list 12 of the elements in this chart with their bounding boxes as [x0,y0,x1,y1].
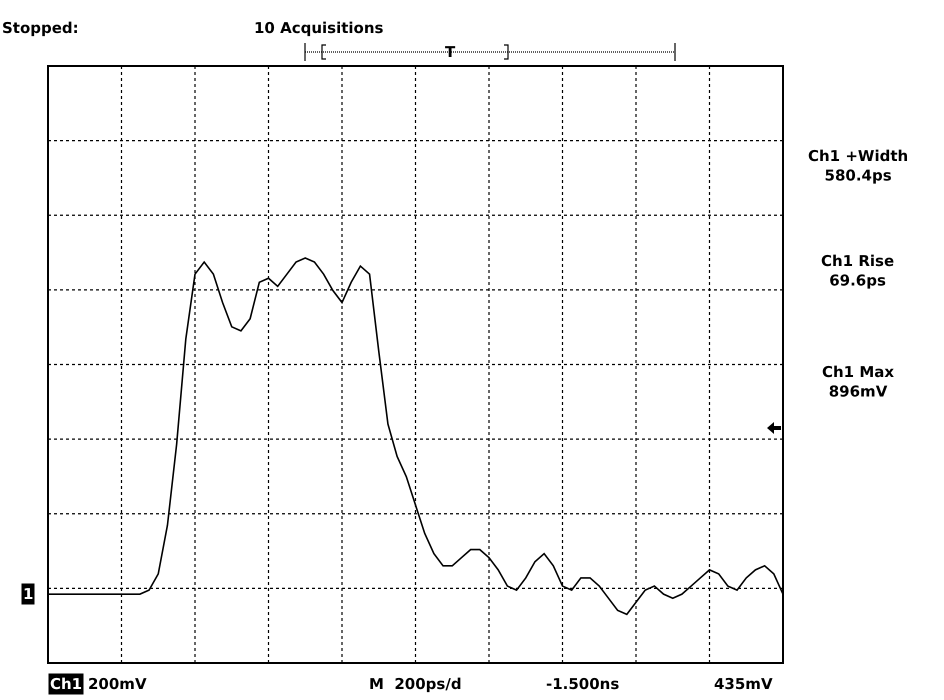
text: 10 Acquisitions [254,19,384,37]
text: M 200ps/d [369,675,462,693]
text: 200mV [88,675,147,693]
text: 435mV [714,675,773,693]
text: Ch1 Max 896mV [822,363,894,400]
text: Ch1 +Width 580.4ps [808,147,908,184]
text: T [445,43,456,61]
text: -1.500ns [546,675,620,693]
text: Ch1 [50,675,82,693]
text: Ch1 Rise 69.6ps [821,252,894,290]
text: Stopped: [2,19,79,37]
text: 1 [23,585,34,603]
